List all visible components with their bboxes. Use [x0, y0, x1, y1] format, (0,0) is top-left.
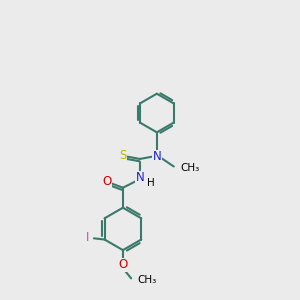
Text: CH₃: CH₃ — [180, 163, 200, 173]
Text: O: O — [102, 175, 111, 188]
Text: N: N — [152, 150, 161, 163]
Text: H: H — [147, 178, 154, 188]
Text: S: S — [119, 149, 126, 162]
Text: CH₃: CH₃ — [137, 275, 156, 285]
Text: I: I — [86, 231, 90, 244]
Text: O: O — [118, 258, 128, 271]
Text: N: N — [136, 171, 144, 184]
